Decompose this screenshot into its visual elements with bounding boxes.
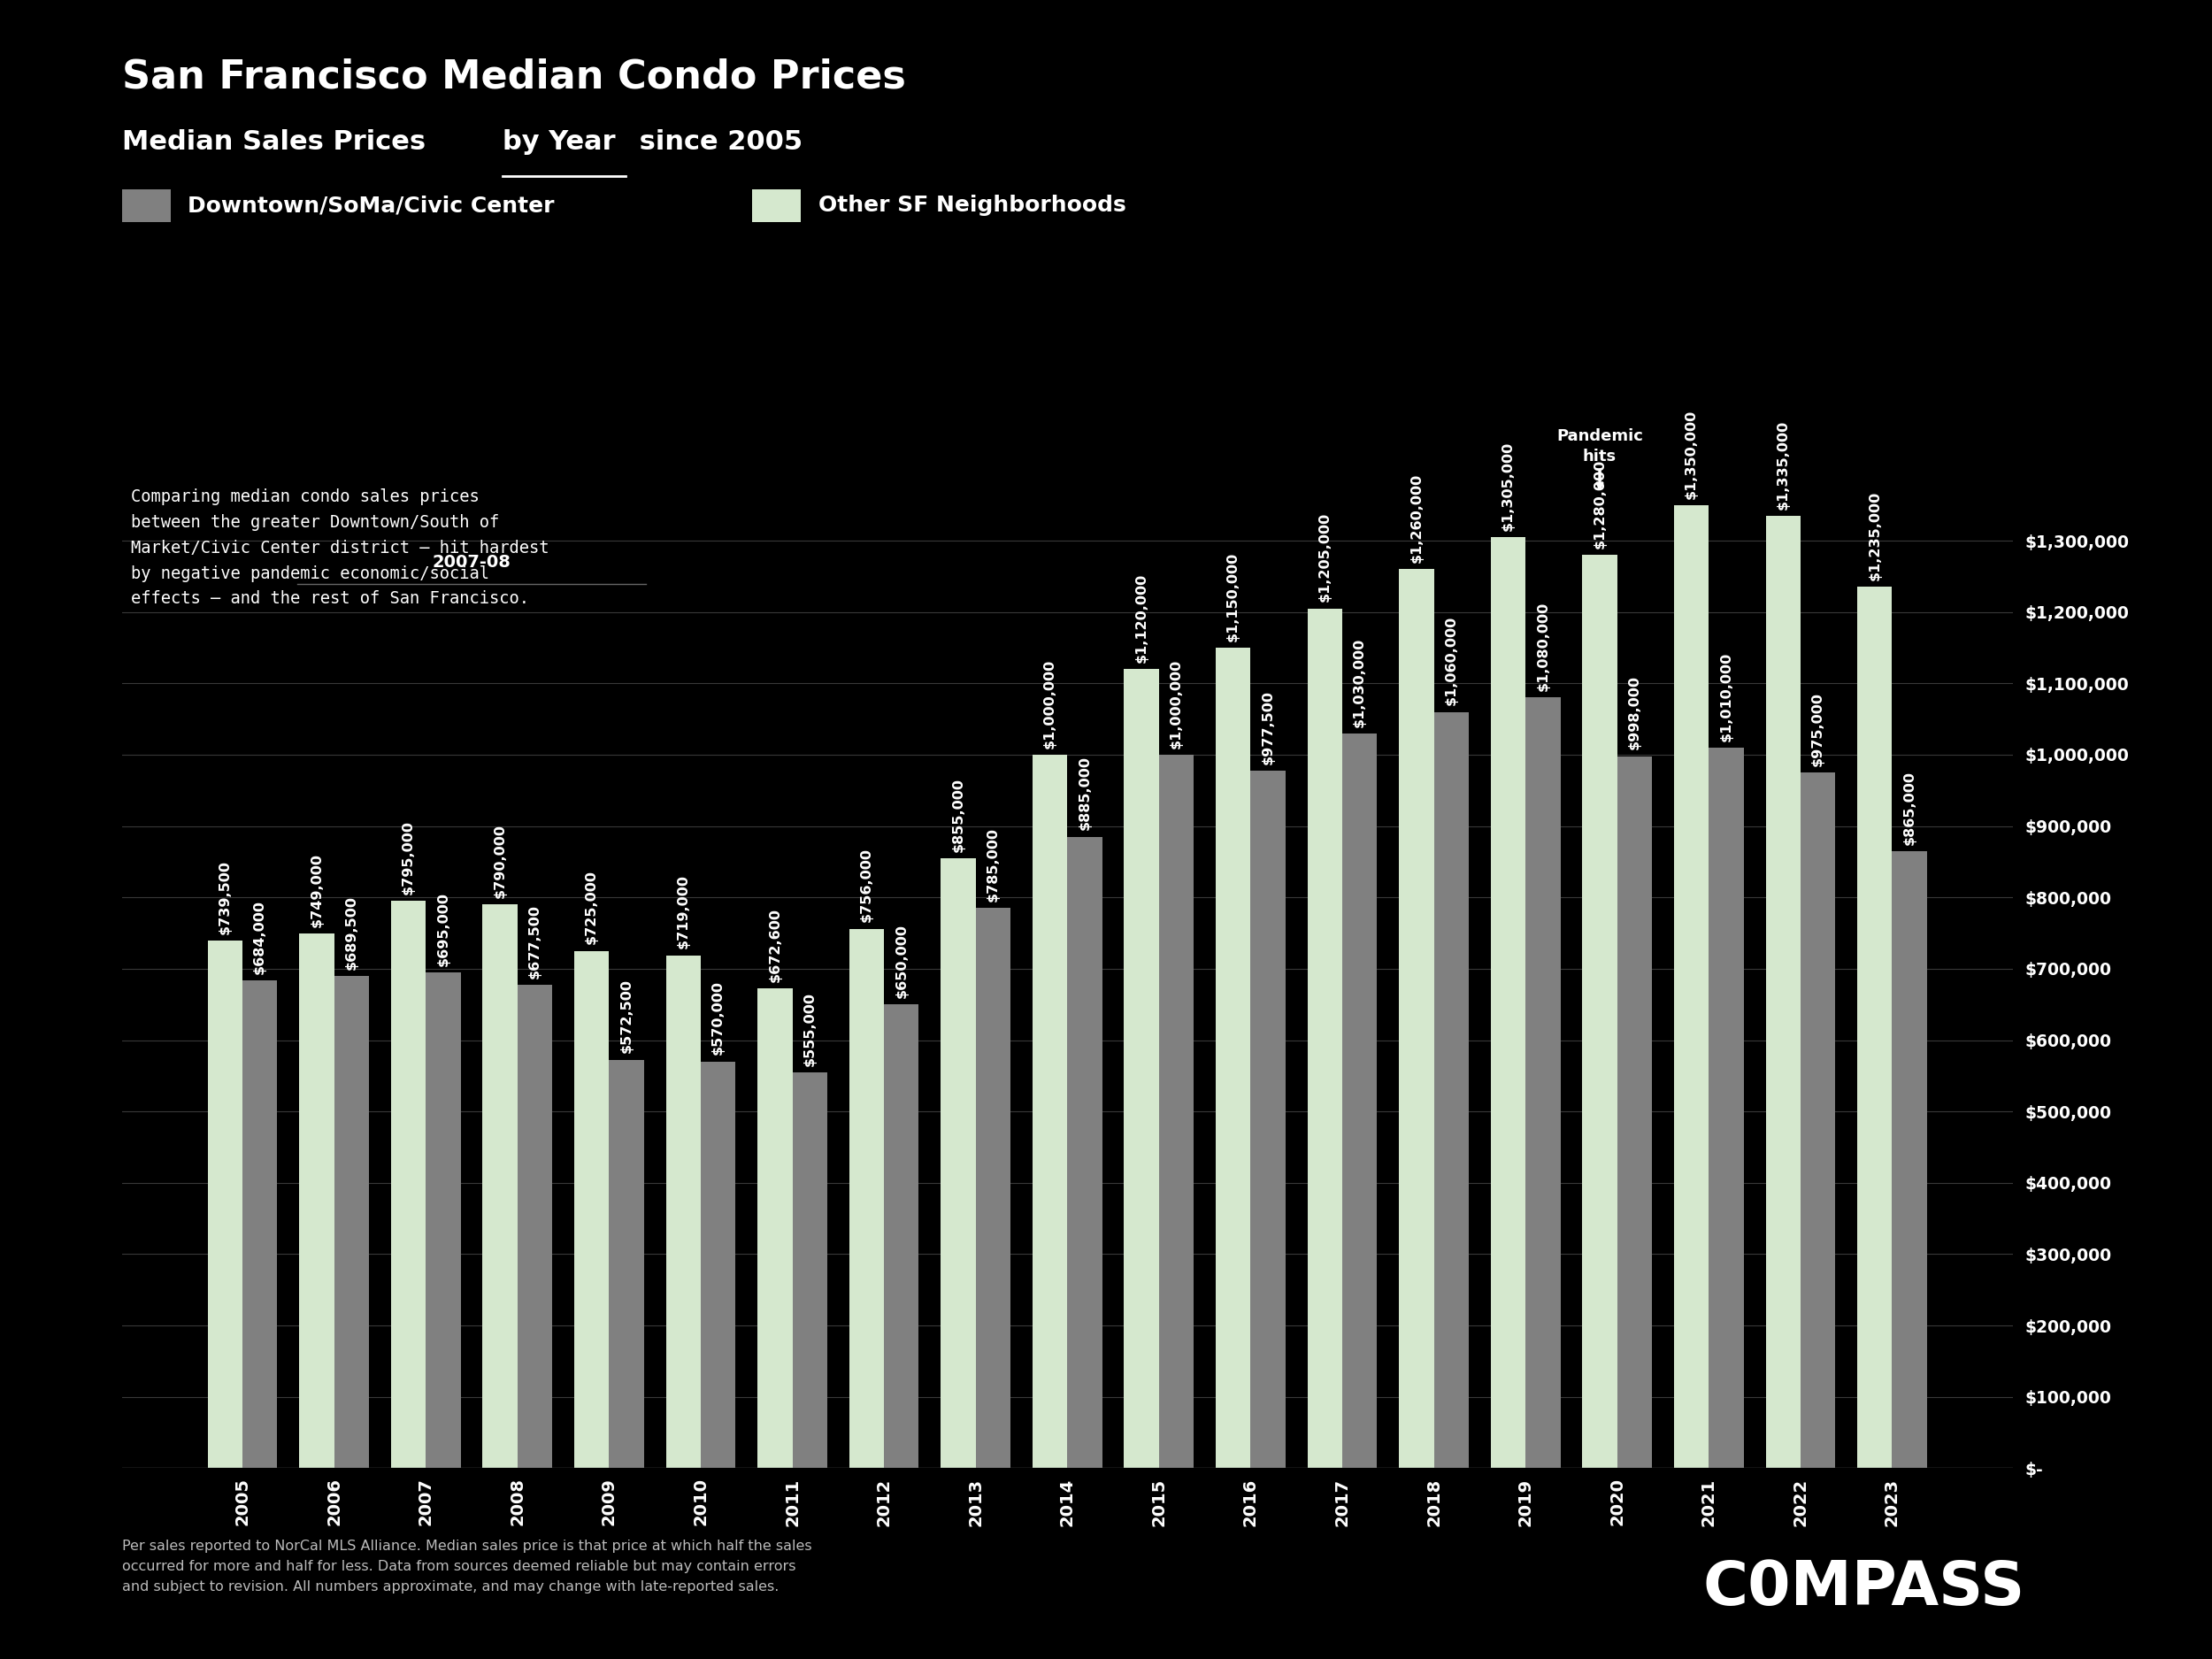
Text: $795,000: $795,000 <box>403 820 416 894</box>
Bar <box>1250 771 1285 1468</box>
Bar <box>1433 712 1469 1468</box>
Text: $1,235,000: $1,235,000 <box>1869 491 1882 581</box>
Bar <box>299 934 334 1468</box>
Text: $865,000: $865,000 <box>1902 770 1916 844</box>
Text: $977,500: $977,500 <box>1261 690 1274 765</box>
Bar <box>1307 609 1343 1468</box>
Bar <box>425 972 460 1468</box>
Text: $1,150,000: $1,150,000 <box>1225 552 1239 642</box>
Text: $1,060,000: $1,060,000 <box>1444 615 1458 705</box>
Text: $1,030,000: $1,030,000 <box>1354 637 1367 727</box>
Bar <box>701 1062 737 1468</box>
Bar <box>757 989 792 1468</box>
Bar <box>1217 647 1250 1468</box>
Text: $749,000: $749,000 <box>310 853 323 927</box>
Text: 2007-08: 2007-08 <box>431 554 511 571</box>
Text: $790,000: $790,000 <box>493 825 507 898</box>
Bar <box>1033 755 1068 1468</box>
Bar <box>1068 836 1102 1468</box>
Bar <box>1491 538 1526 1468</box>
Text: $695,000: $695,000 <box>436 891 449 966</box>
Text: $855,000: $855,000 <box>951 778 964 851</box>
Text: $739,500: $739,500 <box>219 859 232 934</box>
Bar <box>1159 755 1194 1468</box>
Text: C0MPASS: C0MPASS <box>1703 1558 2026 1618</box>
Text: $689,500: $689,500 <box>345 896 358 971</box>
Bar <box>243 980 276 1468</box>
Text: Pandemic
hits: Pandemic hits <box>1557 428 1644 465</box>
Text: $725,000: $725,000 <box>584 871 597 944</box>
Text: $1,335,000: $1,335,000 <box>1776 420 1790 509</box>
Bar <box>208 941 243 1468</box>
Text: $1,280,000: $1,280,000 <box>1593 460 1606 549</box>
Bar <box>1858 587 1891 1468</box>
Bar <box>849 929 885 1468</box>
Bar <box>975 907 1011 1468</box>
Bar <box>334 975 369 1468</box>
Text: $677,500: $677,500 <box>529 904 542 979</box>
Bar <box>1124 669 1159 1468</box>
Text: $672,600: $672,600 <box>768 907 781 982</box>
Text: Median Sales Prices: Median Sales Prices <box>122 129 434 154</box>
Text: San Francisco Median Condo Prices: San Francisco Median Condo Prices <box>122 58 905 96</box>
Bar <box>608 1060 644 1468</box>
Text: by Year: by Year <box>502 129 615 154</box>
Text: $1,010,000: $1,010,000 <box>1719 652 1732 742</box>
Bar <box>1710 748 1743 1468</box>
Bar <box>575 951 608 1468</box>
Bar <box>1674 504 1710 1468</box>
Bar <box>1343 733 1378 1468</box>
Text: $1,260,000: $1,260,000 <box>1409 473 1422 562</box>
Bar <box>1891 851 1927 1468</box>
Bar <box>482 904 518 1468</box>
Text: Comparing median condo sales prices
between the greater Downtown/South of
Market: Comparing median condo sales prices betw… <box>131 489 549 607</box>
Text: $975,000: $975,000 <box>1812 692 1825 766</box>
Bar <box>1765 516 1801 1468</box>
Bar <box>1526 698 1559 1468</box>
Text: $998,000: $998,000 <box>1628 675 1641 750</box>
Text: $572,500: $572,500 <box>619 979 633 1053</box>
Text: $719,000: $719,000 <box>677 874 690 949</box>
Text: $555,000: $555,000 <box>803 992 816 1065</box>
Bar <box>1617 757 1652 1468</box>
Text: $1,000,000: $1,000,000 <box>1170 659 1183 748</box>
Text: $1,305,000: $1,305,000 <box>1502 441 1515 531</box>
Bar <box>940 858 975 1468</box>
Text: $684,000: $684,000 <box>252 899 265 974</box>
Bar <box>885 1004 918 1468</box>
Text: $570,000: $570,000 <box>712 980 726 1055</box>
Bar <box>666 956 701 1468</box>
Text: $885,000: $885,000 <box>1077 757 1091 831</box>
Text: Other SF Neighborhoods: Other SF Neighborhoods <box>818 196 1126 216</box>
Text: $1,350,000: $1,350,000 <box>1686 410 1699 499</box>
Text: Per sales reported to NorCal MLS Alliance. Median sales price is that price at w: Per sales reported to NorCal MLS Allianc… <box>122 1540 812 1593</box>
Text: Downtown/SoMa/Civic Center: Downtown/SoMa/Civic Center <box>188 196 555 216</box>
Text: $1,000,000: $1,000,000 <box>1044 659 1057 748</box>
Text: $756,000: $756,000 <box>860 848 874 922</box>
Text: $1,080,000: $1,080,000 <box>1537 602 1551 692</box>
Bar <box>1398 569 1433 1468</box>
Bar <box>392 901 425 1468</box>
Text: $785,000: $785,000 <box>987 828 1000 902</box>
Text: $1,120,000: $1,120,000 <box>1135 572 1148 662</box>
Bar <box>1801 773 1836 1468</box>
Bar <box>518 985 553 1468</box>
Text: since 2005: since 2005 <box>630 129 803 154</box>
Bar <box>1582 556 1617 1468</box>
Bar <box>792 1072 827 1468</box>
Text: $1,205,000: $1,205,000 <box>1318 513 1332 602</box>
Text: $650,000: $650,000 <box>896 924 909 999</box>
